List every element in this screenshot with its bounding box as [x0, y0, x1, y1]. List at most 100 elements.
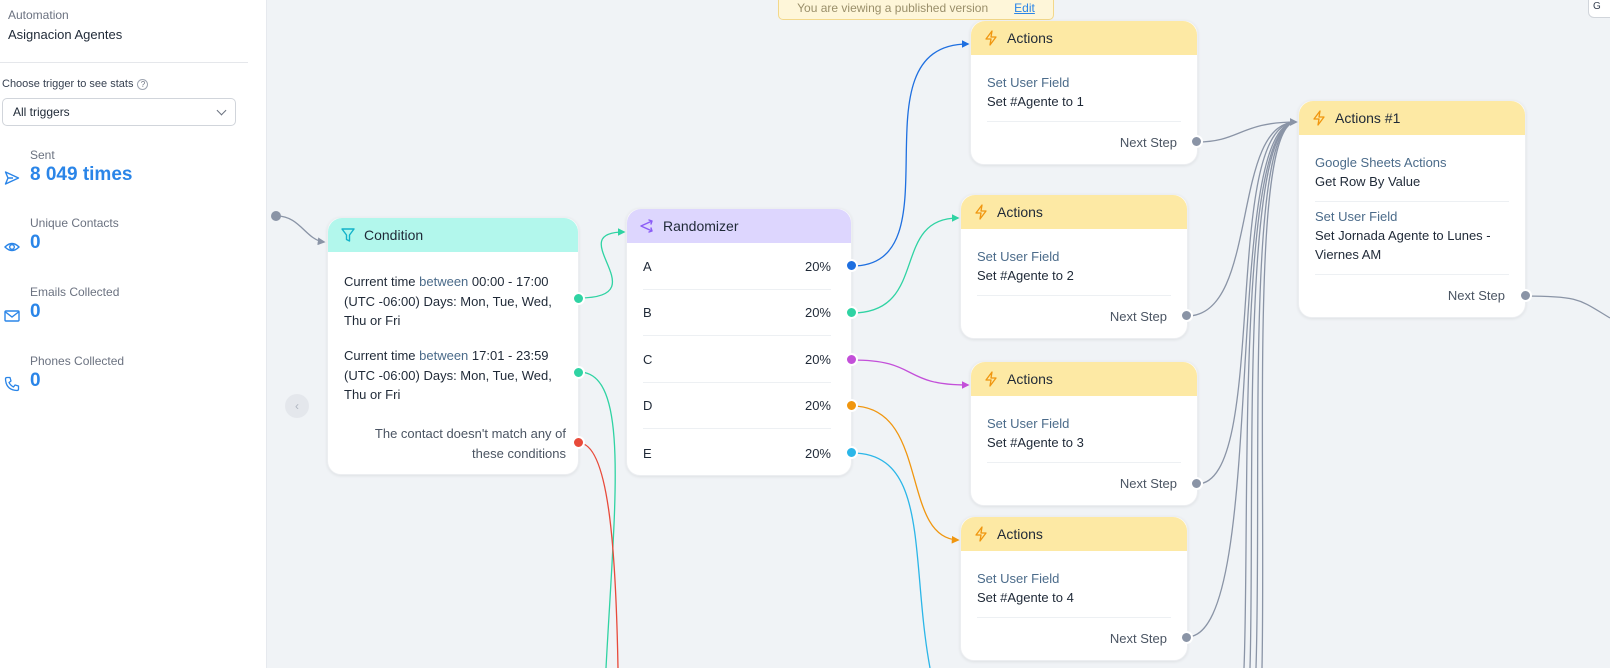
- randomizer-a-connector[interactable]: [845, 259, 858, 272]
- action-type: Google Sheets Actions: [1315, 155, 1447, 170]
- next-step-label: Next Step: [1119, 476, 1177, 491]
- edge-condition-row2: [578, 371, 616, 668]
- condition-node[interactable]: Condition Current time between 00:00 - 1…: [327, 217, 579, 475]
- action-divider: [977, 295, 1171, 296]
- corner-button[interactable]: G: [1588, 0, 1610, 18]
- actions-node-4[interactable]: Actions Set User Field Set #Agente to 4 …: [960, 516, 1188, 661]
- stat-value: 0: [30, 370, 41, 391]
- randomizer-row-d: D 20%: [643, 383, 831, 429]
- sidebar: Automation Asignacion Agentes Choose tri…: [0, 0, 267, 668]
- send-icon: [4, 171, 20, 185]
- randomizer-d-connector[interactable]: [845, 399, 858, 412]
- chevron-down-icon: [216, 105, 227, 115]
- condition-row-2: Current time between 17:01 - 23:59 (UTC …: [344, 348, 552, 402]
- published-banner: You are viewing a published version Edit: [778, 0, 1054, 20]
- stat-label: Unique Contacts: [30, 216, 119, 230]
- mail-icon: [4, 310, 20, 322]
- actions-header: Actions: [961, 517, 1187, 551]
- next-step-label: Next Step: [1109, 309, 1167, 324]
- action-value: Set #Agente to 3: [987, 435, 1084, 450]
- help-icon[interactable]: ?: [137, 78, 149, 90]
- condition-row2-connector[interactable]: [572, 366, 585, 379]
- edge-actions4-to-next: [1186, 118, 1298, 638]
- actions-1-out-connector[interactable]: [1519, 289, 1532, 302]
- edge-offscreen-1: [1249, 121, 1297, 668]
- trigger-select[interactable]: All triggers: [2, 98, 236, 126]
- randomizer-row-e: E 20%: [643, 445, 831, 461]
- trigger-select-value: All triggers: [13, 105, 70, 119]
- edge-random-c: [851, 359, 970, 389]
- next-step-label: Next Step: [1119, 135, 1177, 150]
- actions-3-next-connector[interactable]: [1190, 477, 1203, 490]
- condition-else: The contact doesn't match any of these c…: [374, 426, 566, 461]
- action-value: Set Jornada Agente to Lunes - Viernes AM: [1315, 228, 1491, 262]
- randomizer-header: Randomizer: [627, 209, 851, 243]
- action-item: Set User Field Set #Agente to 2: [977, 247, 1171, 296]
- edge-offscreen-3: [1261, 121, 1297, 668]
- edge-actions1-out: [1524, 295, 1610, 319]
- actions-node-3[interactable]: Actions Set User Field Set #Agente to 3 …: [970, 361, 1198, 506]
- action-divider: [987, 462, 1181, 463]
- actions-1-next-connector[interactable]: [1190, 135, 1203, 148]
- action-type: Set User Field: [987, 75, 1070, 90]
- actions-node-1[interactable]: Actions Set User Field Set #Agente to 1 …: [970, 20, 1198, 165]
- action-item: Google Sheets Actions Get Row By Value: [1315, 153, 1509, 202]
- actions-1-node[interactable]: Actions #1 Google Sheets Actions Get Row…: [1298, 100, 1526, 318]
- edge-actions1-to-next: [1196, 118, 1298, 143]
- actions-title: Actions: [1007, 371, 1053, 387]
- sidebar-divider: [0, 62, 248, 63]
- stat-value: 0: [30, 301, 41, 322]
- eye-icon: [4, 242, 20, 252]
- condition-else-connector[interactable]: [572, 436, 585, 449]
- randomizer-row-c: C 20%: [643, 337, 831, 383]
- actions-header: Actions: [971, 362, 1197, 396]
- edge-random-b: [851, 214, 960, 314]
- next-step-label: Next Step: [1109, 631, 1167, 646]
- lightning-icon: [985, 371, 997, 387]
- randomizer-b-connector[interactable]: [845, 306, 858, 319]
- action-item: Set User Field Set Jornada Agente to Lun…: [1315, 207, 1509, 275]
- edit-link[interactable]: Edit: [1014, 1, 1035, 15]
- randomizer-title: Randomizer: [663, 218, 739, 234]
- actions-node-2[interactable]: Actions Set User Field Set #Agente to 2 …: [960, 194, 1188, 339]
- condition-row1-connector[interactable]: [572, 292, 585, 305]
- edge-random-e: [851, 452, 931, 668]
- action-item: Set User Field Set #Agente to 1: [987, 73, 1181, 122]
- collapse-sidebar-button[interactable]: ‹: [285, 394, 309, 418]
- randomizer-node[interactable]: Randomizer A 20% B 20% C 20% D 20% E 20%: [626, 208, 852, 476]
- edge-random-a: [851, 40, 970, 267]
- actions-4-next-connector[interactable]: [1180, 631, 1193, 644]
- next-step-label: Next Step: [1447, 288, 1505, 303]
- edge-offscreen-4: [1243, 121, 1297, 668]
- stat-label: Phones Collected: [30, 354, 125, 368]
- actions-1-header: Actions #1: [1299, 101, 1525, 135]
- actions-header: Actions: [961, 195, 1187, 229]
- actions-title: Actions: [1007, 30, 1053, 46]
- actions-title: Actions: [997, 204, 1043, 220]
- randomizer-e-connector[interactable]: [845, 446, 858, 459]
- action-type: Set User Field: [987, 416, 1070, 431]
- stat-value: 0: [30, 232, 41, 253]
- actions-1-title: Actions #1: [1335, 110, 1401, 126]
- randomizer-row-b: B 20%: [643, 290, 831, 336]
- banner-text: You are viewing a published version: [797, 1, 989, 15]
- edge-condition-to-randomizer: [578, 228, 626, 299]
- actions-2-next-connector[interactable]: [1180, 309, 1193, 322]
- randomizer-c-connector[interactable]: [845, 353, 858, 366]
- action-type: Set User Field: [977, 571, 1060, 586]
- edge-random-d: [851, 405, 960, 544]
- edge-into-condition: [276, 215, 326, 246]
- action-item: Set User Field Set #Agente to 3: [987, 414, 1181, 463]
- lightning-icon: [975, 526, 987, 542]
- edge-condition-else: [578, 442, 619, 668]
- action-value: Set #Agente to 4: [977, 590, 1074, 605]
- action-type: Set User Field: [977, 249, 1060, 264]
- filter-icon: [341, 228, 355, 242]
- action-value: Set #Agente to 1: [987, 94, 1084, 109]
- incoming-connector: [271, 211, 281, 221]
- actions-title: Actions: [997, 526, 1043, 542]
- action-divider: [977, 617, 1171, 618]
- edge-offscreen-2: [1255, 121, 1297, 668]
- action-item: Set User Field Set #Agente to 4: [977, 569, 1171, 618]
- randomizer-row-a: A 20%: [643, 244, 831, 290]
